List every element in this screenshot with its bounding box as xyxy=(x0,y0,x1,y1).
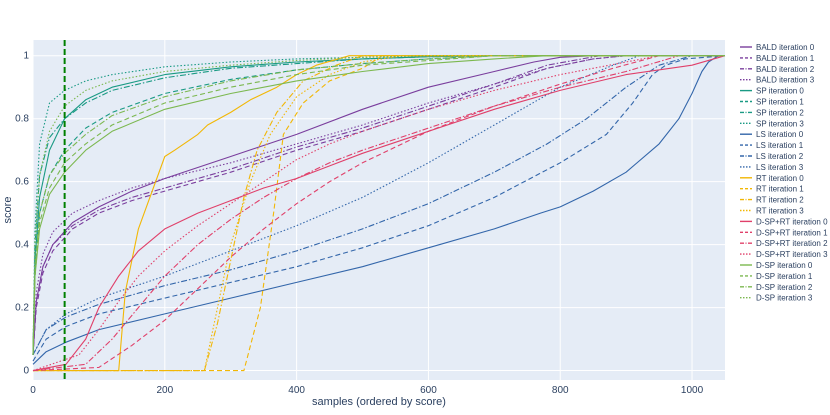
x-tick-label: 800 xyxy=(552,385,569,396)
x-tick-label: 400 xyxy=(288,385,305,396)
legend-label: LS iteration 0 xyxy=(756,130,804,139)
legend-label: D-SP+RT iteration 0 xyxy=(756,217,828,226)
series-line xyxy=(32,55,725,356)
legend-label: SP iteration 2 xyxy=(756,108,804,117)
x-axis-ticks: 0 200 400 600 800 1000 xyxy=(30,385,703,396)
legend-label: D-SP+RT iteration 2 xyxy=(756,239,828,248)
y-tick-label: 1 xyxy=(23,51,29,62)
legend-label: D-SP iteration 0 xyxy=(756,261,813,270)
legend-label: RT iteration 1 xyxy=(756,185,804,194)
series-line xyxy=(32,55,725,355)
legend-label: SP iteration 1 xyxy=(756,98,804,107)
series-line xyxy=(32,55,725,355)
y-tick-label: 0.8 xyxy=(15,114,29,125)
series-line xyxy=(32,55,725,355)
series-line xyxy=(32,55,725,355)
y-tick-label: 0.4 xyxy=(15,240,29,251)
series-layer xyxy=(32,55,726,372)
series-line xyxy=(32,55,725,372)
series-line xyxy=(32,55,725,356)
legend: BALD iteration 0 BALD iteration 1 BALD ite… xyxy=(740,43,828,303)
legend-label: RT iteration 3 xyxy=(756,207,804,216)
y-axis-ticks: 0 0.2 0.4 0.6 0.8 1 xyxy=(15,51,29,377)
legend-label: RT iteration 2 xyxy=(756,196,804,205)
series-line xyxy=(33,55,725,372)
legend-label: SP iteration 3 xyxy=(756,119,804,128)
series-line xyxy=(32,55,726,372)
legend-label: D-SP iteration 1 xyxy=(756,272,813,281)
legend-label: BALD iteration 2 xyxy=(756,65,815,74)
x-tick-label: 0 xyxy=(30,385,36,396)
y-axis-title: score xyxy=(2,197,14,224)
plot-area xyxy=(33,40,725,380)
series-line xyxy=(32,55,726,362)
series-line xyxy=(32,55,725,355)
legend-label: D-SP iteration 3 xyxy=(756,294,813,303)
y-tick-label: 0.2 xyxy=(15,303,29,314)
x-tick-label: 200 xyxy=(156,385,173,396)
legend-label: RT iteration 0 xyxy=(756,174,804,183)
legend-label: SP iteration 0 xyxy=(756,87,804,96)
x-axis-title: samples (ordered by score) xyxy=(312,396,446,408)
x-tick-label: 600 xyxy=(420,385,437,396)
legend-label: LS iteration 1 xyxy=(756,141,804,150)
legend-label: D-SP+RT iteration 3 xyxy=(756,250,828,259)
y-tick-label: 0.6 xyxy=(15,177,29,188)
legend-label: BALD iteration 0 xyxy=(756,43,815,52)
legend-label: D-SP iteration 2 xyxy=(756,283,813,292)
series-line xyxy=(32,55,725,365)
series-line xyxy=(32,55,725,355)
series-line xyxy=(33,55,725,372)
legend-label: BALD iteration 3 xyxy=(756,76,815,85)
legend-label: BALD iteration 1 xyxy=(756,54,815,63)
y-tick-label: 0 xyxy=(23,366,29,377)
series-line xyxy=(32,55,725,355)
series-line xyxy=(32,55,725,355)
legend-label: D-SP+RT iteration 1 xyxy=(756,228,828,237)
legend-label: LS iteration 3 xyxy=(756,163,804,172)
series-line xyxy=(32,55,725,372)
legend-label: LS iteration 2 xyxy=(756,152,804,161)
series-line xyxy=(32,55,725,372)
x-tick-label: 1000 xyxy=(681,385,704,396)
